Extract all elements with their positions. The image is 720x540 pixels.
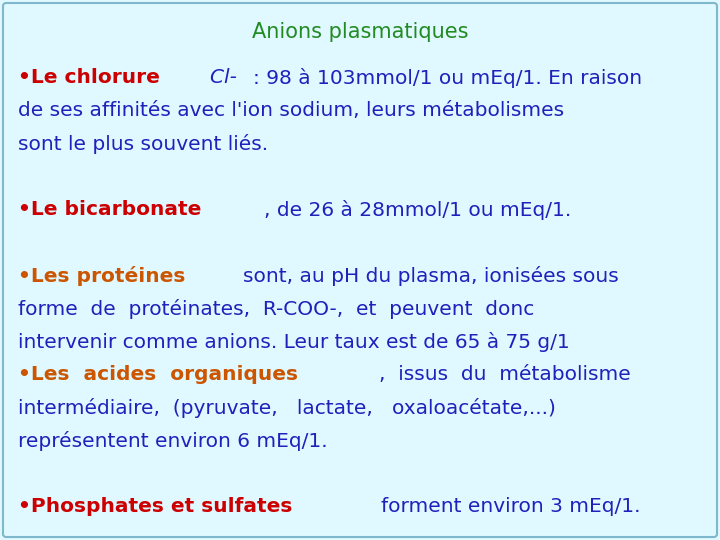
Text: , de 26 à 28mmol/1 ou mEq/1.: , de 26 à 28mmol/1 ou mEq/1. xyxy=(264,200,571,220)
Text: •Phosphates et sulfates: •Phosphates et sulfates xyxy=(18,497,300,516)
Text: •Le bicarbonate: •Le bicarbonate xyxy=(18,200,208,219)
Text: intermédiaire,  (pyruvate,   lactate,   oxaloacétate,...): intermédiaire, (pyruvate, lactate, oxalo… xyxy=(18,398,556,418)
Text: •Les protéines: •Les protéines xyxy=(18,266,192,286)
Text: forment environ 3 mEq/1.: forment environ 3 mEq/1. xyxy=(381,497,641,516)
FancyBboxPatch shape xyxy=(3,3,717,537)
Text: : 98 à 103mmol/1 ou mEq/1. En raison: : 98 à 103mmol/1 ou mEq/1. En raison xyxy=(253,68,642,88)
Text: Cl-: Cl- xyxy=(210,68,243,87)
Text: de ses affinités avec l'ion sodium, leurs métabolismes: de ses affinités avec l'ion sodium, leur… xyxy=(18,101,564,120)
Text: Anions plasmatiques: Anions plasmatiques xyxy=(252,22,468,42)
Text: •Les  acides  organiques: •Les acides organiques xyxy=(18,365,298,384)
Text: sont, au pH du plasma, ionisées sous: sont, au pH du plasma, ionisées sous xyxy=(243,266,618,286)
Text: représentent environ 6 mEq/1.: représentent environ 6 mEq/1. xyxy=(18,431,328,451)
Text: ,  issus  du  métabolisme: , issus du métabolisme xyxy=(379,365,631,384)
Text: •Le chlorure: •Le chlorure xyxy=(18,68,167,87)
Text: forme  de  protéinates,  R-COO-,  et  peuvent  donc: forme de protéinates, R-COO-, et peuvent… xyxy=(18,299,534,319)
Text: intervenir comme anions. Leur taux est de 65 à 75 g/1: intervenir comme anions. Leur taux est d… xyxy=(18,332,570,352)
Text: sont le plus souvent liés.: sont le plus souvent liés. xyxy=(18,134,268,154)
